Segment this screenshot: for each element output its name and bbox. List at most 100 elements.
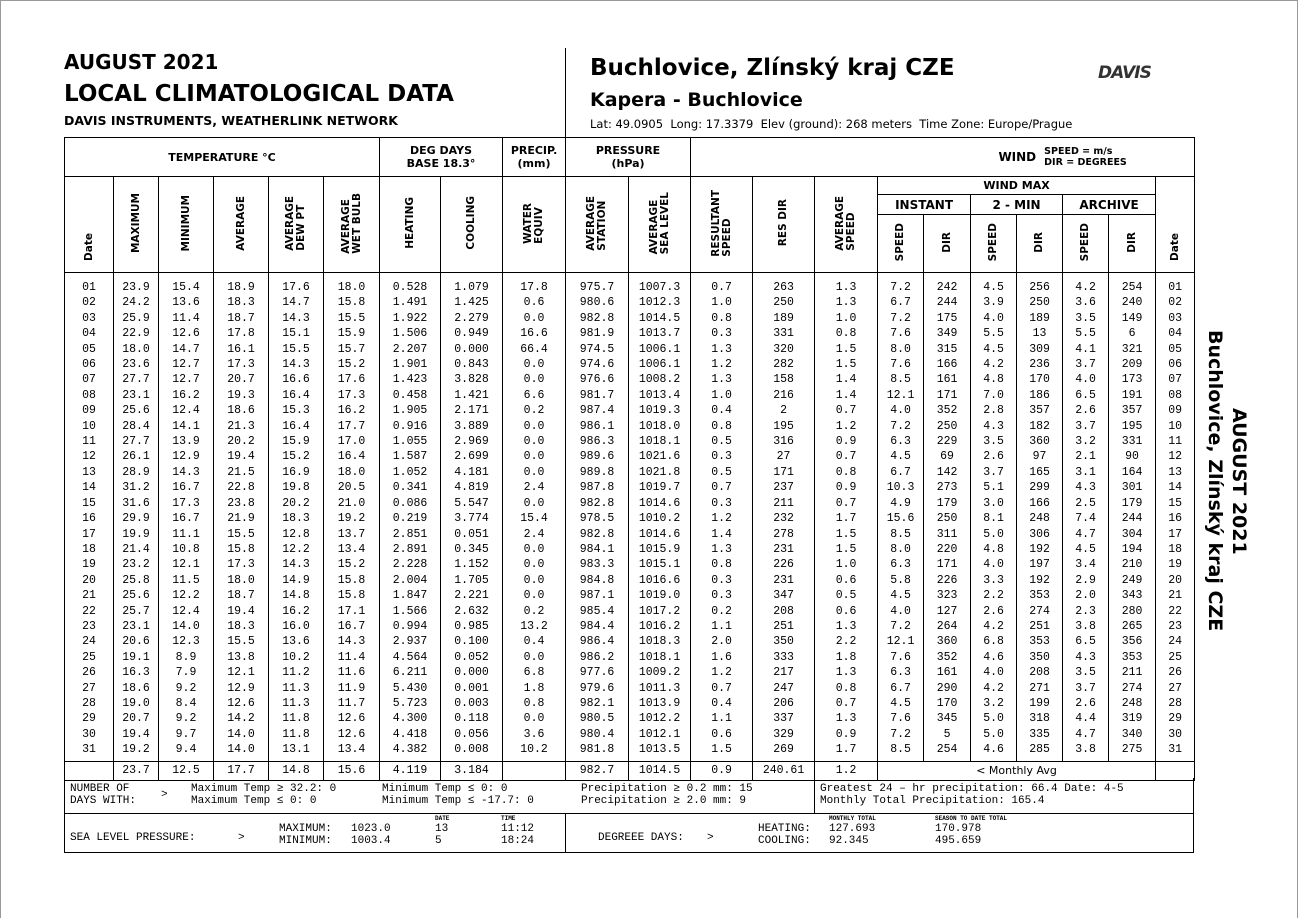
cell: 0.8 — [814, 464, 879, 481]
text: SPEED — [987, 222, 1000, 262]
cell: 7.0 — [970, 387, 1018, 404]
data-row: 15 31.6 17.3 23.8 20.2 21.0 0.086 5.547 0.0 982.8… — [64, 495, 1196, 512]
cell: 1.506 — [379, 326, 442, 342]
cell: 1006.1 — [628, 357, 692, 373]
cell — [628, 272, 692, 280]
cell: 12.8 — [268, 526, 324, 542]
location: Buchlovice, Zlínský kraj CZE — [590, 55, 955, 81]
cell: 6.5 — [1062, 634, 1110, 650]
cell — [752, 272, 816, 280]
cell: 1.2 — [690, 665, 754, 681]
cell: 264 — [923, 618, 972, 635]
cell: 232 — [752, 511, 816, 527]
cell: 1016.6 — [628, 572, 692, 589]
cell: 0.001 — [440, 680, 504, 696]
cell: 14.0 — [213, 742, 269, 758]
cell: 4.819 — [440, 480, 504, 496]
cell: 04 — [64, 326, 114, 342]
cell: 14.1 — [158, 418, 214, 435]
group-header: TEMPERATURE °C — [63, 137, 381, 177]
cell: 14.0 — [158, 618, 214, 635]
cell: 3.2 — [970, 695, 1018, 712]
cell: 29 — [64, 711, 114, 727]
cell: 0.008 — [440, 742, 504, 758]
cell: 02 — [1155, 295, 1196, 311]
data-row: 04 22.9 12.6 17.8 15.1 15.9 1.506 0.949 16.6 981.… — [64, 326, 1196, 342]
cell: 8.5 — [877, 526, 925, 542]
cell: 14.7 — [268, 295, 324, 311]
cell: 4.3 — [1062, 649, 1110, 666]
cell: 256 — [1016, 280, 1064, 296]
cell: 01 — [1155, 280, 1196, 296]
cell: 16.7 — [158, 511, 214, 527]
column-label: WATER EQUIV — [522, 203, 545, 244]
cell: 04 — [1155, 326, 1196, 342]
cell: 309 — [1016, 341, 1064, 358]
text: MINIMUM: — [279, 835, 332, 847]
cell: 984.8 — [565, 572, 630, 589]
text: 170.978 495.659 — [935, 823, 981, 847]
text: DIR = DEGREES — [1044, 157, 1127, 168]
cell: 1.705 — [440, 572, 504, 589]
cell: 18.7 — [213, 588, 269, 604]
cell: 12.6 — [158, 326, 214, 342]
cell: 5.8 — [877, 572, 925, 589]
cell: 0.8 — [502, 695, 567, 712]
cell — [440, 272, 504, 280]
data-row: 08 23.1 16.2 19.3 16.4 17.3 0.458 1.421 6.6 981.7… — [64, 387, 1196, 404]
cell — [1155, 760, 1196, 781]
cell: 3.2 — [1062, 434, 1110, 450]
data-row: 19 23.2 12.1 17.3 14.3 15.2 2.228 1.152 0.0 983.3… — [64, 557, 1196, 573]
cell: 4.418 — [379, 726, 442, 743]
cell: 5.1 — [970, 480, 1018, 496]
cell: 15.7 — [322, 341, 381, 358]
column-label: DIR — [941, 232, 953, 253]
cell: 16.9 — [268, 464, 324, 481]
cell: 0.6 — [814, 572, 879, 589]
column-label: SPEED — [987, 222, 1000, 262]
cell: 240.61 — [752, 760, 816, 781]
cell: 975.7 — [565, 280, 630, 296]
cell: 25.6 — [113, 403, 159, 419]
cell: 23.8 — [213, 495, 269, 512]
text: 92.345 — [829, 835, 869, 847]
group-header: PRESSURE (hPa) — [565, 137, 692, 177]
cell: 90 — [1108, 449, 1157, 465]
cell: 2.891 — [379, 541, 442, 558]
column-header: AVERAGE STATION — [565, 176, 630, 273]
cell: 211 — [1108, 665, 1157, 681]
column-label: COOLING — [465, 196, 477, 250]
cell: 0.8 — [814, 326, 879, 342]
cell: 4.6 — [970, 649, 1018, 666]
cell: 21.3 — [213, 418, 269, 435]
cell: 4.8 — [970, 372, 1018, 388]
data-row: 31 19.2 9.4 14.0 13.1 13.4 4.382 0.008 10.2 981.8… — [64, 742, 1196, 758]
cell: 0.528 — [379, 280, 442, 296]
cell: 2.228 — [379, 557, 442, 573]
cell: 285 — [1016, 742, 1064, 758]
cell — [814, 272, 879, 280]
cell: 194 — [1108, 541, 1157, 558]
cell: 26 — [64, 665, 114, 681]
cell: 13 — [1016, 326, 1064, 342]
cell: 12.9 — [213, 680, 269, 696]
cell: 4.6 — [970, 742, 1018, 758]
cell: 8.1 — [970, 511, 1018, 527]
cell: 21 — [1155, 588, 1196, 604]
cell — [877, 272, 925, 280]
cell: 3.828 — [440, 372, 504, 388]
cell: 142 — [923, 464, 972, 481]
text: SPEED — [720, 218, 733, 257]
column-header: HEATING — [379, 176, 442, 273]
cell: 19.9 — [113, 526, 159, 542]
text: Minimum Temp ≤ -17.7: 0 — [382, 795, 534, 807]
cell: 3.184 — [440, 760, 504, 781]
cell — [64, 272, 114, 280]
cell: 1016.2 — [628, 618, 692, 635]
cell: 12.9 — [158, 449, 214, 465]
cell: 5.0 — [970, 711, 1018, 727]
cell: 984.4 — [565, 618, 630, 635]
cell: 1.421 — [440, 387, 504, 404]
cell: 9.4 — [158, 742, 214, 758]
cell: 29 — [1155, 711, 1196, 727]
